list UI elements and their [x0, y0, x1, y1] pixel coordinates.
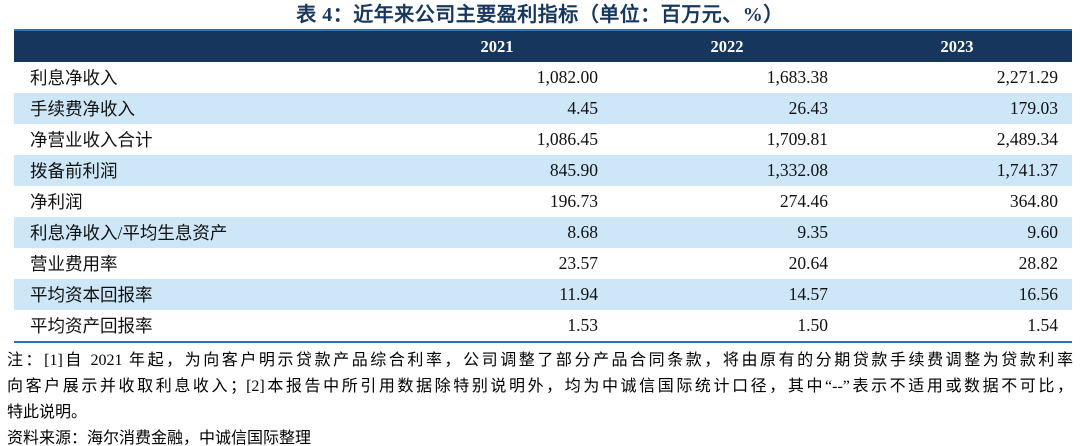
metric-label: 利息净收入/平均生息资产	[30, 223, 228, 243]
metric-value: 9.35	[797, 222, 828, 242]
metric-value: 1,709.81	[766, 129, 828, 149]
table-row: 净利润 196.73 274.46 364.80	[14, 186, 1072, 217]
metric-value: 4.45	[567, 98, 598, 118]
metric-value: 11.94	[559, 284, 598, 304]
metric-label: 利息净收入	[30, 68, 118, 88]
footnote-line-1: 注：[1]自 2021 年起，为向客户明示贷款产品综合利率，公司调整了部分产品合…	[7, 352, 1073, 369]
metric-value: 8.68	[567, 222, 598, 242]
table-row: 手续费净收入 4.45 26.43 179.03	[14, 93, 1072, 124]
table-row: 利息净收入 1,082.00 1,683.38 2,271.29	[14, 62, 1072, 93]
year-column-header-2023: 2023	[842, 29, 1072, 62]
metric-value: 196.73	[549, 191, 598, 211]
metric-label: 平均资本回报率	[30, 285, 153, 305]
table-row: 拨备前利润 845.90 1,332.08 1,741.37	[14, 155, 1072, 186]
metric-value: 1,086.45	[536, 129, 598, 149]
metric-label: 平均资产回报率	[30, 316, 153, 336]
metric-value: 845.90	[549, 160, 598, 180]
footnotes: 注：[1]自 2021 年起，为向客户明示贷款产品综合利率，公司调整了部分产品合…	[7, 348, 1073, 426]
metric-value: 1,683.38	[766, 67, 828, 87]
metric-value: 26.43	[788, 98, 828, 118]
metric-value: 2,271.29	[996, 67, 1058, 87]
metric-value: 9.60	[1027, 222, 1058, 242]
metric-label: 净利润	[30, 192, 83, 212]
year-column-header-2022: 2022	[612, 29, 842, 62]
metric-value: 179.03	[1009, 98, 1058, 118]
table-row: 营业费用率 23.57 20.64 28.82	[14, 248, 1072, 279]
metric-value: 364.80	[1009, 191, 1058, 211]
metric-value: 20.64	[788, 253, 828, 273]
profit-indicators-table: 2021 2022 2023 利息净收入 1,082.00 1,683.38 2,27…	[14, 29, 1072, 343]
metric-label: 营业费用率	[30, 254, 118, 274]
metric-value: 23.57	[558, 253, 598, 273]
metric-label: 净营业收入合计	[30, 130, 153, 150]
data-source-line: 资料来源：海尔消费金融，中诚信国际整理	[7, 430, 312, 446]
metric-value: 1.50	[797, 315, 828, 335]
metric-value: 28.82	[1018, 253, 1058, 273]
table-container: 2021 2022 2023 利息净收入 1,082.00 1,683.38 2,27…	[14, 29, 1072, 343]
table-row: 平均资产回报率 1.53 1.50 1.54	[14, 310, 1072, 342]
year-column-header-2021: 2021	[382, 29, 612, 62]
metric-value: 16.56	[1018, 284, 1058, 304]
table-header-row: 2021 2022 2023	[14, 29, 1072, 62]
metric-label: 拨备前利润	[30, 161, 118, 181]
metric-value: 1.53	[567, 315, 598, 335]
metric-label: 手续费净收入	[30, 99, 135, 119]
metric-value: 2,489.34	[996, 129, 1058, 149]
table-row: 平均资本回报率 11.94 14.57 16.56	[14, 279, 1072, 310]
metric-value: 1,332.08	[766, 160, 828, 180]
table-row: 利息净收入/平均生息资产 8.68 9.35 9.60	[14, 217, 1072, 248]
metric-value: 274.46	[779, 191, 828, 211]
footnote-line-2: 向客户展示并收取利息收入；[2]本报告中所引用数据除特别说明外，均为中诚信国际统…	[7, 378, 1073, 395]
metric-column-header	[14, 29, 382, 62]
metric-value: 14.57	[788, 284, 828, 304]
table-title: 表 4：近年来公司主要盈利指标（单位：百万元、%）	[296, 4, 784, 26]
metric-value: 1,082.00	[536, 67, 598, 87]
table-row: 净营业收入合计 1,086.45 1,709.81 2,489.34	[14, 124, 1072, 155]
footnote-line-3: 特此说明。	[7, 404, 88, 421]
metric-value: 1,741.37	[996, 160, 1058, 180]
metric-value: 1.54	[1027, 315, 1058, 335]
